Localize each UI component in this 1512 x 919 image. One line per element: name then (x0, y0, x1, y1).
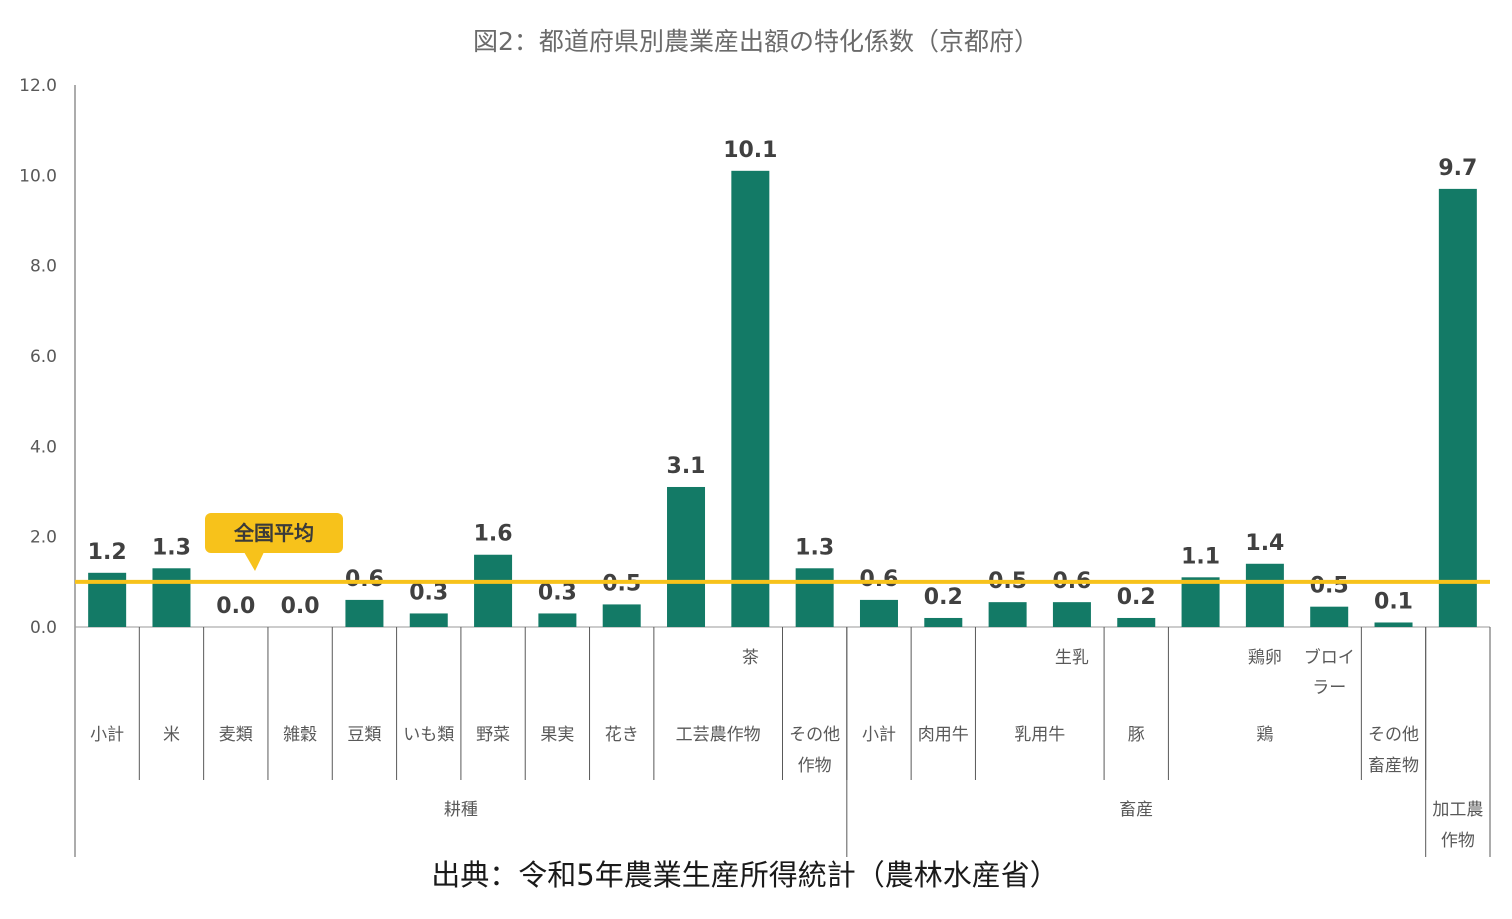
bar (409, 613, 448, 627)
y-tick-label: 0.0 (30, 618, 57, 638)
group-label: 耕種 (444, 800, 478, 820)
bar (924, 617, 963, 627)
bar-value-label: 0.0 (281, 594, 320, 619)
bar (1181, 577, 1220, 627)
category-label: 鶏 (1256, 725, 1273, 745)
bar-value-label: 3.1 (667, 454, 706, 479)
category-label: 米 (163, 725, 180, 745)
bar-value-label: 0.1 (1374, 589, 1413, 614)
category-label: 豚 (1128, 725, 1145, 745)
bar-value-label: 1.3 (152, 535, 191, 560)
bar (667, 486, 706, 627)
bar-value-label: 0.3 (409, 580, 448, 605)
bar-value-label: 1.2 (88, 540, 127, 565)
bar-value-label: 1.3 (795, 535, 834, 560)
bar (345, 599, 384, 627)
bar (988, 602, 1027, 627)
bar-value-label: 0.5 (1310, 574, 1349, 599)
average-callout-pointer (244, 552, 264, 571)
bar-value-label: 1.1 (1181, 544, 1220, 569)
y-tick-label: 2.0 (30, 528, 57, 548)
chart-title: 図2：都道府県別農業産出額の特化係数（京都府） (473, 27, 1039, 56)
y-tick-label: 12.0 (19, 76, 57, 96)
category-label: 麦類 (219, 725, 253, 745)
category-label: 野菜 (476, 725, 510, 745)
y-tick-label: 6.0 (30, 347, 57, 367)
bar-value-label: 9.7 (1438, 156, 1477, 181)
bar (1117, 617, 1156, 627)
category-label: いも類 (403, 725, 454, 745)
group-label: 加工農 (1432, 800, 1483, 820)
category-label: 工芸農作物 (676, 725, 761, 745)
category-label: 豆類 (347, 725, 381, 745)
bar (602, 604, 641, 627)
sub-category-label: 生乳 (1055, 648, 1089, 668)
bar (731, 170, 770, 628)
bar-value-label: 0.2 (1117, 585, 1156, 610)
sub-category-label: 鶏卵 (1248, 648, 1282, 668)
category-label: 乳用牛 (1014, 725, 1065, 745)
bar-value-label: 10.1 (723, 138, 777, 163)
category-label: 小計 (862, 725, 896, 745)
average-callout-box (205, 513, 343, 553)
category-label: 小計 (90, 725, 124, 745)
category-label: 雑穀 (283, 725, 317, 745)
sub-category-label: ブロイ (1304, 647, 1355, 668)
bar (859, 599, 898, 627)
bar-value-label: 0.6 (859, 567, 898, 592)
bar-value-label: 0.6 (345, 567, 384, 592)
category-label: 肉用牛 (918, 725, 969, 745)
sub-category-label: 茶 (742, 648, 759, 668)
y-tick-label: 8.0 (30, 257, 57, 277)
bar (1374, 622, 1413, 627)
bar (1438, 188, 1477, 627)
source-note: 出典：令和5年農業生産所得統計（農林水産省） (431, 858, 1059, 892)
bar-value-label: 1.6 (474, 522, 513, 547)
category-label: 畜産物 (1368, 756, 1419, 776)
bar (538, 613, 577, 627)
category-label: 作物 (798, 756, 832, 776)
bar-value-label: 0.3 (538, 580, 577, 605)
group-label: 作物 (1441, 831, 1475, 851)
bar-value-label: 1.4 (1245, 531, 1284, 556)
y-tick-label: 4.0 (30, 437, 57, 457)
bar (1052, 602, 1091, 627)
category-label: 花き (605, 725, 639, 745)
group-label: 畜産 (1119, 800, 1153, 820)
bar-value-label: 0.5 (602, 571, 641, 596)
bar-value-label: 0.2 (924, 585, 963, 610)
bar (1245, 563, 1284, 627)
category-label: その他 (1368, 725, 1419, 745)
bar-value-label: 0.0 (216, 594, 255, 619)
sub-category-label: ラー (1312, 678, 1346, 698)
average-callout-label: 全国平均 (233, 521, 314, 545)
category-label: その他 (789, 725, 840, 745)
bar (474, 554, 513, 627)
y-tick-label: 10.0 (19, 166, 57, 186)
bar (795, 568, 834, 627)
bar (1310, 606, 1349, 627)
category-label: 果実 (540, 725, 574, 745)
bar (152, 568, 191, 627)
